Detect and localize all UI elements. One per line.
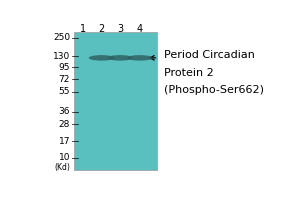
Text: Period Circadian: Period Circadian	[164, 50, 255, 60]
Text: 10: 10	[58, 153, 70, 162]
Text: (Phospho-Ser662): (Phospho-Ser662)	[164, 85, 264, 95]
Text: 3: 3	[117, 24, 123, 34]
Text: 55: 55	[58, 87, 70, 96]
Text: 250: 250	[53, 33, 70, 42]
Text: 28: 28	[59, 120, 70, 129]
Text: 1: 1	[80, 24, 86, 34]
Text: 95: 95	[58, 63, 70, 72]
Text: 130: 130	[53, 52, 70, 61]
Text: Protein 2: Protein 2	[164, 68, 214, 78]
Ellipse shape	[107, 55, 133, 61]
Text: 17: 17	[58, 137, 70, 146]
Text: 2: 2	[98, 24, 105, 34]
Text: (Kd): (Kd)	[54, 163, 70, 172]
Ellipse shape	[89, 55, 114, 61]
Bar	[74, 32, 157, 170]
Ellipse shape	[127, 55, 153, 61]
Text: 72: 72	[59, 75, 70, 84]
Text: 36: 36	[58, 107, 70, 116]
Text: 4: 4	[137, 24, 143, 34]
